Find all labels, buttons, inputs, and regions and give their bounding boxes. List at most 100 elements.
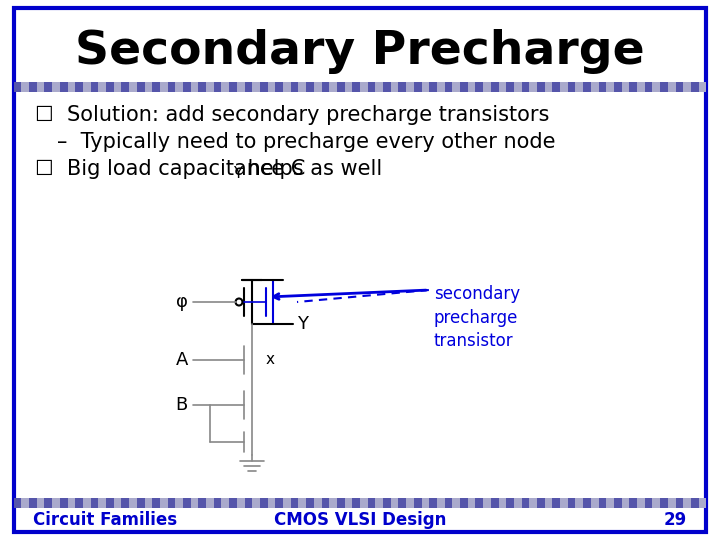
Bar: [468, 82, 475, 92]
Bar: [260, 82, 268, 92]
Bar: [37, 82, 45, 92]
Bar: [214, 82, 222, 92]
Bar: [29, 82, 37, 92]
Bar: [68, 498, 76, 508]
Bar: [145, 498, 152, 508]
Bar: [60, 82, 68, 92]
Bar: [468, 498, 475, 508]
Text: CMOS VLSI Design: CMOS VLSI Design: [274, 511, 446, 529]
Bar: [114, 82, 122, 92]
Bar: [76, 82, 83, 92]
Bar: [568, 498, 575, 508]
Bar: [52, 498, 60, 508]
Bar: [360, 82, 368, 92]
Bar: [514, 82, 521, 92]
Bar: [337, 82, 345, 92]
Bar: [168, 82, 175, 92]
Bar: [291, 82, 298, 92]
Bar: [99, 498, 106, 508]
Text: ☐  Big load capacitance C: ☐ Big load capacitance C: [35, 159, 306, 179]
Bar: [445, 82, 452, 92]
Bar: [337, 498, 345, 508]
Bar: [199, 82, 206, 92]
Bar: [452, 82, 460, 92]
Bar: [629, 82, 637, 92]
Bar: [575, 498, 583, 508]
Bar: [206, 498, 214, 508]
Bar: [45, 82, 52, 92]
Bar: [252, 82, 260, 92]
Bar: [68, 82, 76, 92]
Bar: [352, 498, 360, 508]
Text: helps as well: helps as well: [241, 159, 382, 179]
Bar: [352, 82, 360, 92]
Bar: [668, 82, 675, 92]
Bar: [260, 498, 268, 508]
Bar: [644, 498, 652, 508]
Bar: [637, 498, 644, 508]
Bar: [160, 82, 168, 92]
Bar: [322, 82, 329, 92]
Bar: [506, 498, 514, 508]
Bar: [275, 82, 283, 92]
Bar: [529, 498, 537, 508]
Bar: [683, 82, 691, 92]
Bar: [83, 82, 91, 92]
Bar: [122, 82, 129, 92]
Bar: [199, 498, 206, 508]
Bar: [675, 82, 683, 92]
Text: Secondary Precharge: Secondary Precharge: [75, 30, 645, 75]
Bar: [268, 498, 275, 508]
Bar: [383, 498, 391, 508]
Bar: [237, 498, 245, 508]
Bar: [591, 498, 598, 508]
Bar: [122, 498, 129, 508]
Bar: [644, 82, 652, 92]
Bar: [545, 498, 552, 508]
Bar: [514, 498, 521, 508]
Bar: [422, 82, 429, 92]
Bar: [437, 82, 445, 92]
Bar: [629, 498, 637, 508]
Bar: [560, 82, 568, 92]
Bar: [52, 82, 60, 92]
Bar: [491, 498, 498, 508]
Bar: [368, 82, 375, 92]
Bar: [76, 498, 83, 508]
Text: Y: Y: [233, 165, 243, 180]
Bar: [14, 498, 22, 508]
Bar: [537, 498, 545, 508]
Bar: [598, 82, 606, 92]
Bar: [106, 82, 114, 92]
Bar: [252, 498, 260, 508]
Bar: [275, 498, 283, 508]
Bar: [329, 498, 337, 508]
Bar: [375, 498, 383, 508]
Bar: [283, 82, 291, 92]
Bar: [129, 82, 137, 92]
Bar: [460, 82, 468, 92]
Bar: [183, 82, 191, 92]
Bar: [668, 498, 675, 508]
Bar: [214, 498, 222, 508]
Bar: [152, 498, 160, 508]
Bar: [345, 498, 352, 508]
Bar: [552, 82, 560, 92]
Text: –  Typically need to precharge every other node: – Typically need to precharge every othe…: [57, 132, 555, 152]
Bar: [414, 498, 422, 508]
Text: 29: 29: [663, 511, 687, 529]
Bar: [660, 82, 668, 92]
Bar: [206, 82, 214, 92]
Bar: [137, 82, 145, 92]
Bar: [345, 82, 352, 92]
Bar: [691, 498, 698, 508]
Bar: [391, 82, 398, 92]
Text: Y: Y: [297, 315, 308, 333]
Bar: [14, 82, 22, 92]
Bar: [245, 498, 252, 508]
Text: secondary
precharge
transistor: secondary precharge transistor: [433, 285, 520, 350]
Bar: [314, 82, 322, 92]
Bar: [129, 498, 137, 508]
Bar: [406, 82, 414, 92]
Text: Circuit Families: Circuit Families: [33, 511, 178, 529]
